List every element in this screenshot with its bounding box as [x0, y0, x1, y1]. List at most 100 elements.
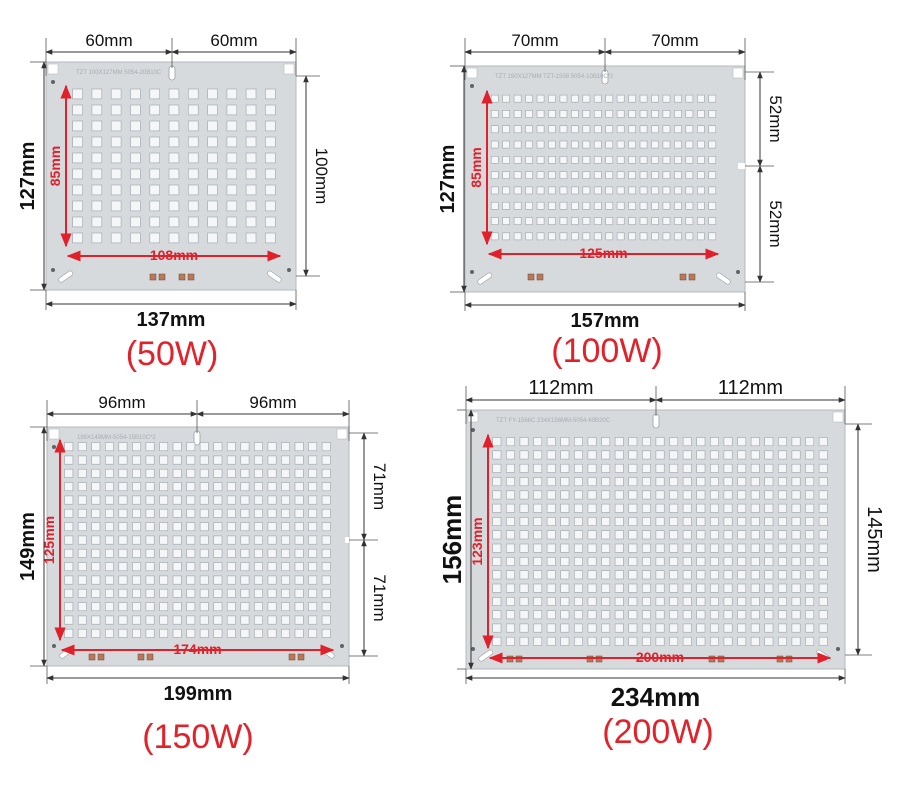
led-chip — [570, 110, 579, 118]
led-chip — [186, 442, 196, 452]
led-chip — [159, 522, 169, 532]
led-grid — [490, 94, 717, 241]
led-chip — [685, 232, 694, 241]
led-chip — [492, 623, 502, 633]
led-chip — [548, 94, 556, 103]
led-chip — [593, 171, 602, 180]
led-chip — [573, 477, 583, 487]
led-chip — [560, 583, 570, 593]
led-chip — [818, 530, 828, 540]
led-chip — [709, 477, 719, 487]
led-chip — [682, 610, 692, 620]
led-chip — [682, 636, 692, 646]
led-chip — [321, 455, 331, 465]
led-chip — [696, 583, 706, 593]
led-chip — [605, 186, 614, 195]
led-chip — [91, 628, 101, 638]
led-chip — [628, 171, 636, 180]
led-chip — [168, 168, 180, 180]
led-chip — [573, 596, 583, 606]
led-chip — [213, 535, 223, 545]
led-chip — [641, 636, 651, 646]
led-area-height-label: 85mm — [47, 146, 63, 186]
led-chip — [639, 186, 648, 195]
right-upper-dimension-label: 71mm — [370, 463, 389, 510]
led-chip — [696, 437, 706, 447]
led-chip — [818, 623, 828, 633]
led-chip — [764, 636, 774, 646]
led-chip — [723, 636, 733, 646]
led-chip — [805, 490, 815, 500]
led-chip — [294, 615, 304, 625]
led-chip — [490, 125, 499, 134]
led-chip — [110, 200, 122, 212]
led-chip — [308, 562, 318, 572]
led-chip — [159, 495, 169, 505]
led-chip — [226, 548, 236, 558]
led-chip — [186, 548, 196, 558]
led-chip — [308, 535, 318, 545]
mounting-slot — [652, 413, 660, 429]
led-chip — [159, 588, 169, 598]
led-chip — [519, 596, 529, 606]
led-chip — [764, 596, 774, 606]
led-chip — [267, 575, 277, 585]
led-chip — [662, 94, 671, 103]
led-chip — [64, 575, 74, 585]
led-chip — [505, 583, 515, 593]
led-chip — [737, 503, 747, 513]
led-chip — [525, 94, 533, 103]
corner-notch — [466, 67, 478, 79]
solder-pad — [178, 273, 186, 281]
led-chip — [91, 495, 101, 505]
led-chip — [709, 543, 719, 553]
led-chip — [737, 610, 747, 620]
led-chip — [682, 517, 692, 527]
led-chip — [587, 543, 597, 553]
led-chip — [533, 570, 543, 580]
led-chip — [777, 570, 787, 580]
led-chip — [281, 522, 290, 532]
led-chip — [696, 232, 705, 241]
led-chip — [587, 463, 597, 473]
led-chip — [750, 450, 760, 460]
led-chip — [651, 232, 659, 241]
led-chip — [614, 596, 624, 606]
led-chip — [536, 156, 545, 164]
led-chip — [805, 503, 815, 513]
led-chip — [764, 450, 774, 460]
led-chip — [669, 530, 679, 540]
bottom-dimension-label: 157mm — [571, 310, 640, 332]
led-chip — [105, 615, 114, 625]
led-chip — [533, 463, 543, 473]
led-chip — [582, 186, 591, 195]
led-chip — [492, 477, 502, 487]
led-chip — [172, 495, 182, 505]
led-chip — [777, 503, 787, 513]
led-chip — [601, 530, 611, 540]
led-chip — [669, 490, 679, 500]
led-chip — [308, 588, 318, 598]
led-chip — [737, 450, 747, 460]
led-chip — [245, 184, 257, 196]
led-chip — [560, 623, 570, 633]
bottom-dimension-label: 234mm — [611, 682, 701, 712]
led-chip — [308, 522, 318, 532]
led-chip — [267, 562, 277, 572]
led-chip — [132, 628, 141, 638]
led-chip — [750, 463, 760, 473]
led-chip — [188, 152, 199, 164]
led-chip — [226, 468, 236, 478]
led-chip — [805, 530, 815, 540]
led-chip — [593, 110, 602, 118]
led-chip — [669, 437, 679, 447]
corner-notch — [732, 67, 744, 79]
led-chip — [655, 463, 665, 473]
led-chip — [118, 508, 128, 518]
led-chip — [64, 548, 74, 558]
led-chip — [764, 583, 774, 593]
led-chip — [281, 508, 290, 518]
led-chip — [614, 610, 624, 620]
led-chip — [505, 450, 515, 460]
led-chip — [77, 602, 87, 612]
